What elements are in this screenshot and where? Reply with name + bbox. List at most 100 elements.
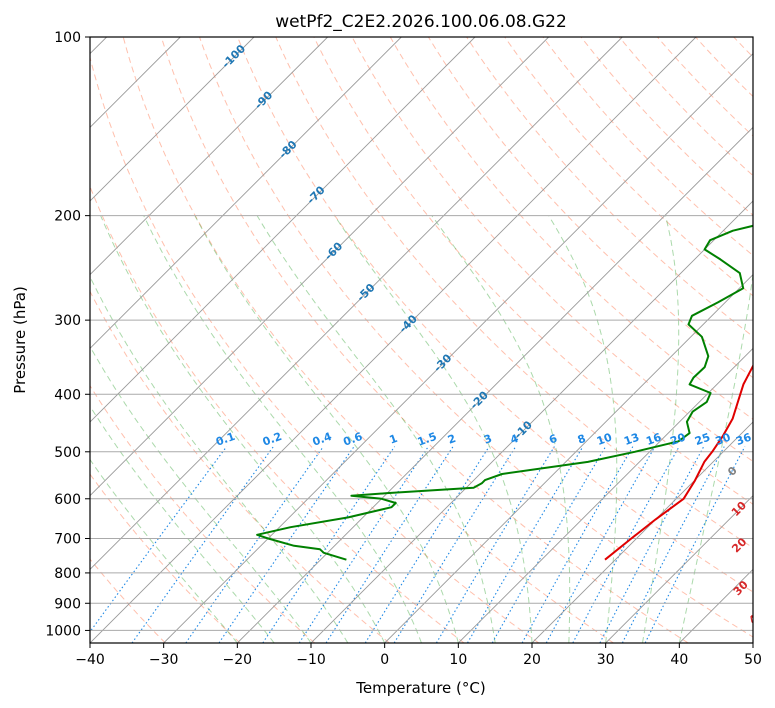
mixing-ratio-line [90,446,228,633]
isotherm-line [384,274,753,643]
isotherm-line [90,37,402,349]
y-tick-label: 500 [54,445,81,461]
moist-adiabat-line [90,345,312,643]
moist-adiabat-line [678,270,753,643]
y-tick-label: 700 [54,532,81,548]
sounding-profiles [256,224,753,561]
isotherm-line [90,37,255,202]
isotherm-line [90,37,549,497]
mixing-ratio-label: 10 [595,430,614,448]
isotherm-line [90,37,328,276]
dry-adiabat-line [90,290,390,643]
mixing-ratio-label: 6 [547,432,559,447]
isotherm-line [310,200,753,643]
mixing-ratio-label: 2 [446,432,458,447]
dry-adiabat-line [351,37,753,463]
mixing-ratio-label: 4 [509,432,521,447]
dry-adiabat-line [313,37,753,505]
dry-adiabat-line [90,185,465,643]
isotherm-line [163,53,753,643]
isotherm-line [237,126,753,643]
isotherms [90,37,753,643]
chart-title: wetPf2_C2E2.2026.100.06.08.G22 [275,12,567,32]
mixing-ratio-line [218,446,355,643]
isotherm-line [90,37,476,423]
mixing-ratio-line [467,446,584,643]
x-tick-label: 20 [523,652,541,668]
mixing-ratio-label: 3 [482,432,494,447]
mixing-ratio-labels: 0.1 0.2 0.4 0.6 1 1.5 2 3 4 6 8 10 13 16 20 25 30 36 [214,430,753,449]
x-tick-label: 10 [449,652,467,668]
mixing-ratio-line [644,446,746,643]
mixing-ratio-label: 1 [388,432,400,447]
moist-adiabat-line [143,215,422,643]
moist-adiabat-line [431,215,571,643]
mixing-ratio-label: 0.1 [214,430,237,449]
dry-adiabat-line [90,384,316,643]
mixing-ratio-label: 0.6 [341,430,364,449]
mixing-ratio-line [621,446,725,643]
dry-adiabat-line [122,37,614,643]
moist-adiabat-line [334,215,533,643]
isotherm-line [90,37,623,570]
mixing-ratio-line [545,446,656,643]
dry-adiabat-line [504,37,753,297]
y-tick-label: 1000 [45,623,81,639]
x-axis: −40 −30 −20 −10 0 10 20 30 40 50 [75,643,762,668]
y-axis: 100 200 300 400 500 600 700 800 900 1000 [45,30,90,639]
dry-adiabat-line [160,37,689,643]
isotherm-line [90,37,697,643]
mixing-ratio-line [364,446,490,643]
dry-adiabat-line [389,37,753,420]
isotherm-line [531,421,753,643]
mixing-ratio-label: 16 [644,430,663,448]
plot-area: -100-90-80-70-60-50-40-30-20-10 0.1 0.2 0.… [90,37,766,643]
x-axis-title: Temperature (°C) [355,679,485,697]
mixing-ratio-label: 20 [668,430,687,448]
dry-adiabat-line [90,473,241,643]
dewpoint-profile-line [256,224,753,561]
dry-adiabat-line [275,37,753,549]
y-axis-title: Pressure (hPa) [11,286,29,394]
mixing-ratio-line [262,446,396,643]
moist-adiabat-line [100,215,386,643]
mixing-ratio-label: 36 [734,430,753,448]
moist-adiabat-line [90,458,238,643]
plot-frame [89,36,754,644]
x-tick-label: −30 [149,652,179,668]
y-tick-label: 600 [54,492,81,508]
moist-adiabat-line [548,215,618,643]
mixing-ratio-label: 30 [714,430,733,448]
moist-adiabat-line [194,215,459,643]
mixing-ratio-label: 13 [622,431,641,448]
moist-adiabat-line [90,405,275,643]
x-tick-label: 30 [597,652,615,668]
dry-adiabat-line [90,55,540,643]
temperature-profile-line [604,363,753,561]
isotherm-line [458,347,753,643]
y-tick-label: 800 [54,566,81,582]
x-tick-label: −10 [296,652,326,668]
isobars [90,37,753,631]
wet-bulb-label: 40 [746,607,766,627]
x-tick-label: 40 [670,652,688,668]
dry-adiabat-line [466,37,753,338]
mixing-ratio-label: 25 [693,431,712,448]
dry-adiabat-line [237,37,753,593]
isotherm-line [605,495,753,643]
mixing-ratio-label: 0.2 [261,430,284,449]
y-tick-label: 400 [54,387,81,403]
y-tick-label: 900 [54,596,81,612]
dry-adiabat-line [427,37,753,379]
mixing-ratio-line [131,446,274,643]
x-tick-label: −40 [75,652,105,668]
mixing-ratio-line [185,446,324,643]
x-tick-label: 0 [380,652,389,668]
y-tick-label: 100 [54,30,81,46]
moist-adiabat-line [642,215,680,643]
mixing-ratio-line [435,446,555,643]
mixing-ratio-label: 8 [576,432,588,447]
y-tick-label: 200 [54,209,81,225]
